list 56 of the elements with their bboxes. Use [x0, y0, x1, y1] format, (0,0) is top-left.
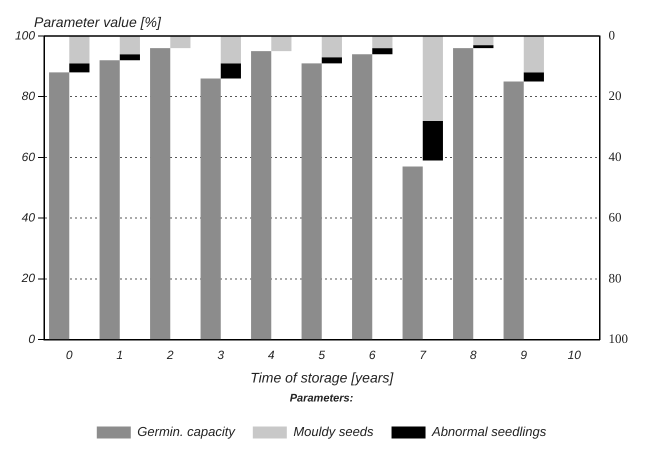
legend-title: Parameters: — [290, 392, 354, 404]
bar — [322, 36, 342, 58]
y2-tick-label: 60 — [608, 210, 622, 225]
x-tick-label: 3 — [217, 348, 224, 362]
y-tick-label: 0 — [28, 332, 36, 346]
y-tick-label: 40 — [22, 210, 36, 225]
x-tick-label: 9 — [520, 348, 528, 362]
x-tick-label: 10 — [568, 348, 582, 362]
legend-label: Germin. capacity — [137, 424, 236, 440]
x-tick-label: 0 — [66, 348, 73, 362]
bar — [473, 45, 494, 48]
bar — [69, 36, 90, 64]
bar — [69, 63, 90, 72]
y2-tick-label: 20 — [608, 88, 622, 104]
bar — [251, 51, 272, 340]
bar — [352, 54, 372, 340]
bar — [150, 48, 170, 340]
bar — [271, 36, 292, 52]
x-tick-label: 4 — [268, 348, 275, 362]
x-tick-label: 6 — [368, 348, 376, 362]
bar — [453, 48, 474, 340]
legend-label: Abnormal seedlings — [431, 424, 547, 440]
bar — [524, 36, 544, 72]
bar — [504, 82, 524, 340]
x-axis-title: Time of storage [years] — [250, 369, 394, 386]
y2-tick-label: 0 — [608, 27, 615, 42]
bar — [302, 63, 322, 340]
bar — [322, 57, 342, 64]
y-tick-label: 80 — [22, 89, 36, 104]
bar — [100, 60, 120, 340]
bar — [422, 36, 443, 122]
bar — [120, 54, 140, 60]
bar — [372, 36, 392, 48]
bar — [170, 36, 190, 48]
y-axis-title: Parameter value [%] — [34, 14, 162, 30]
y2-tick-label: 100 — [608, 331, 628, 346]
bar — [120, 36, 140, 54]
bar — [524, 72, 544, 82]
x-tick-label: 7 — [419, 348, 428, 362]
y2-tick-label: 80 — [608, 270, 622, 286]
y-tick-label: 100 — [14, 28, 36, 42]
x-tick-label: 1 — [116, 348, 124, 362]
x-tick-label: 5 — [318, 348, 326, 362]
y-tick-label: 60 — [22, 150, 36, 164]
bar — [220, 63, 241, 79]
x-tick-label: 8 — [470, 348, 477, 362]
bar — [200, 78, 221, 340]
bar — [372, 48, 392, 54]
x-tick-label: 2 — [166, 348, 174, 362]
y2-tick-label: 40 — [608, 148, 622, 164]
y-tick-label: 20 — [20, 271, 36, 286]
bar — [49, 72, 70, 340]
bar — [220, 36, 241, 64]
bar — [422, 121, 443, 160]
legend-label: Mouldy seeds — [293, 424, 374, 440]
bar — [402, 166, 423, 340]
